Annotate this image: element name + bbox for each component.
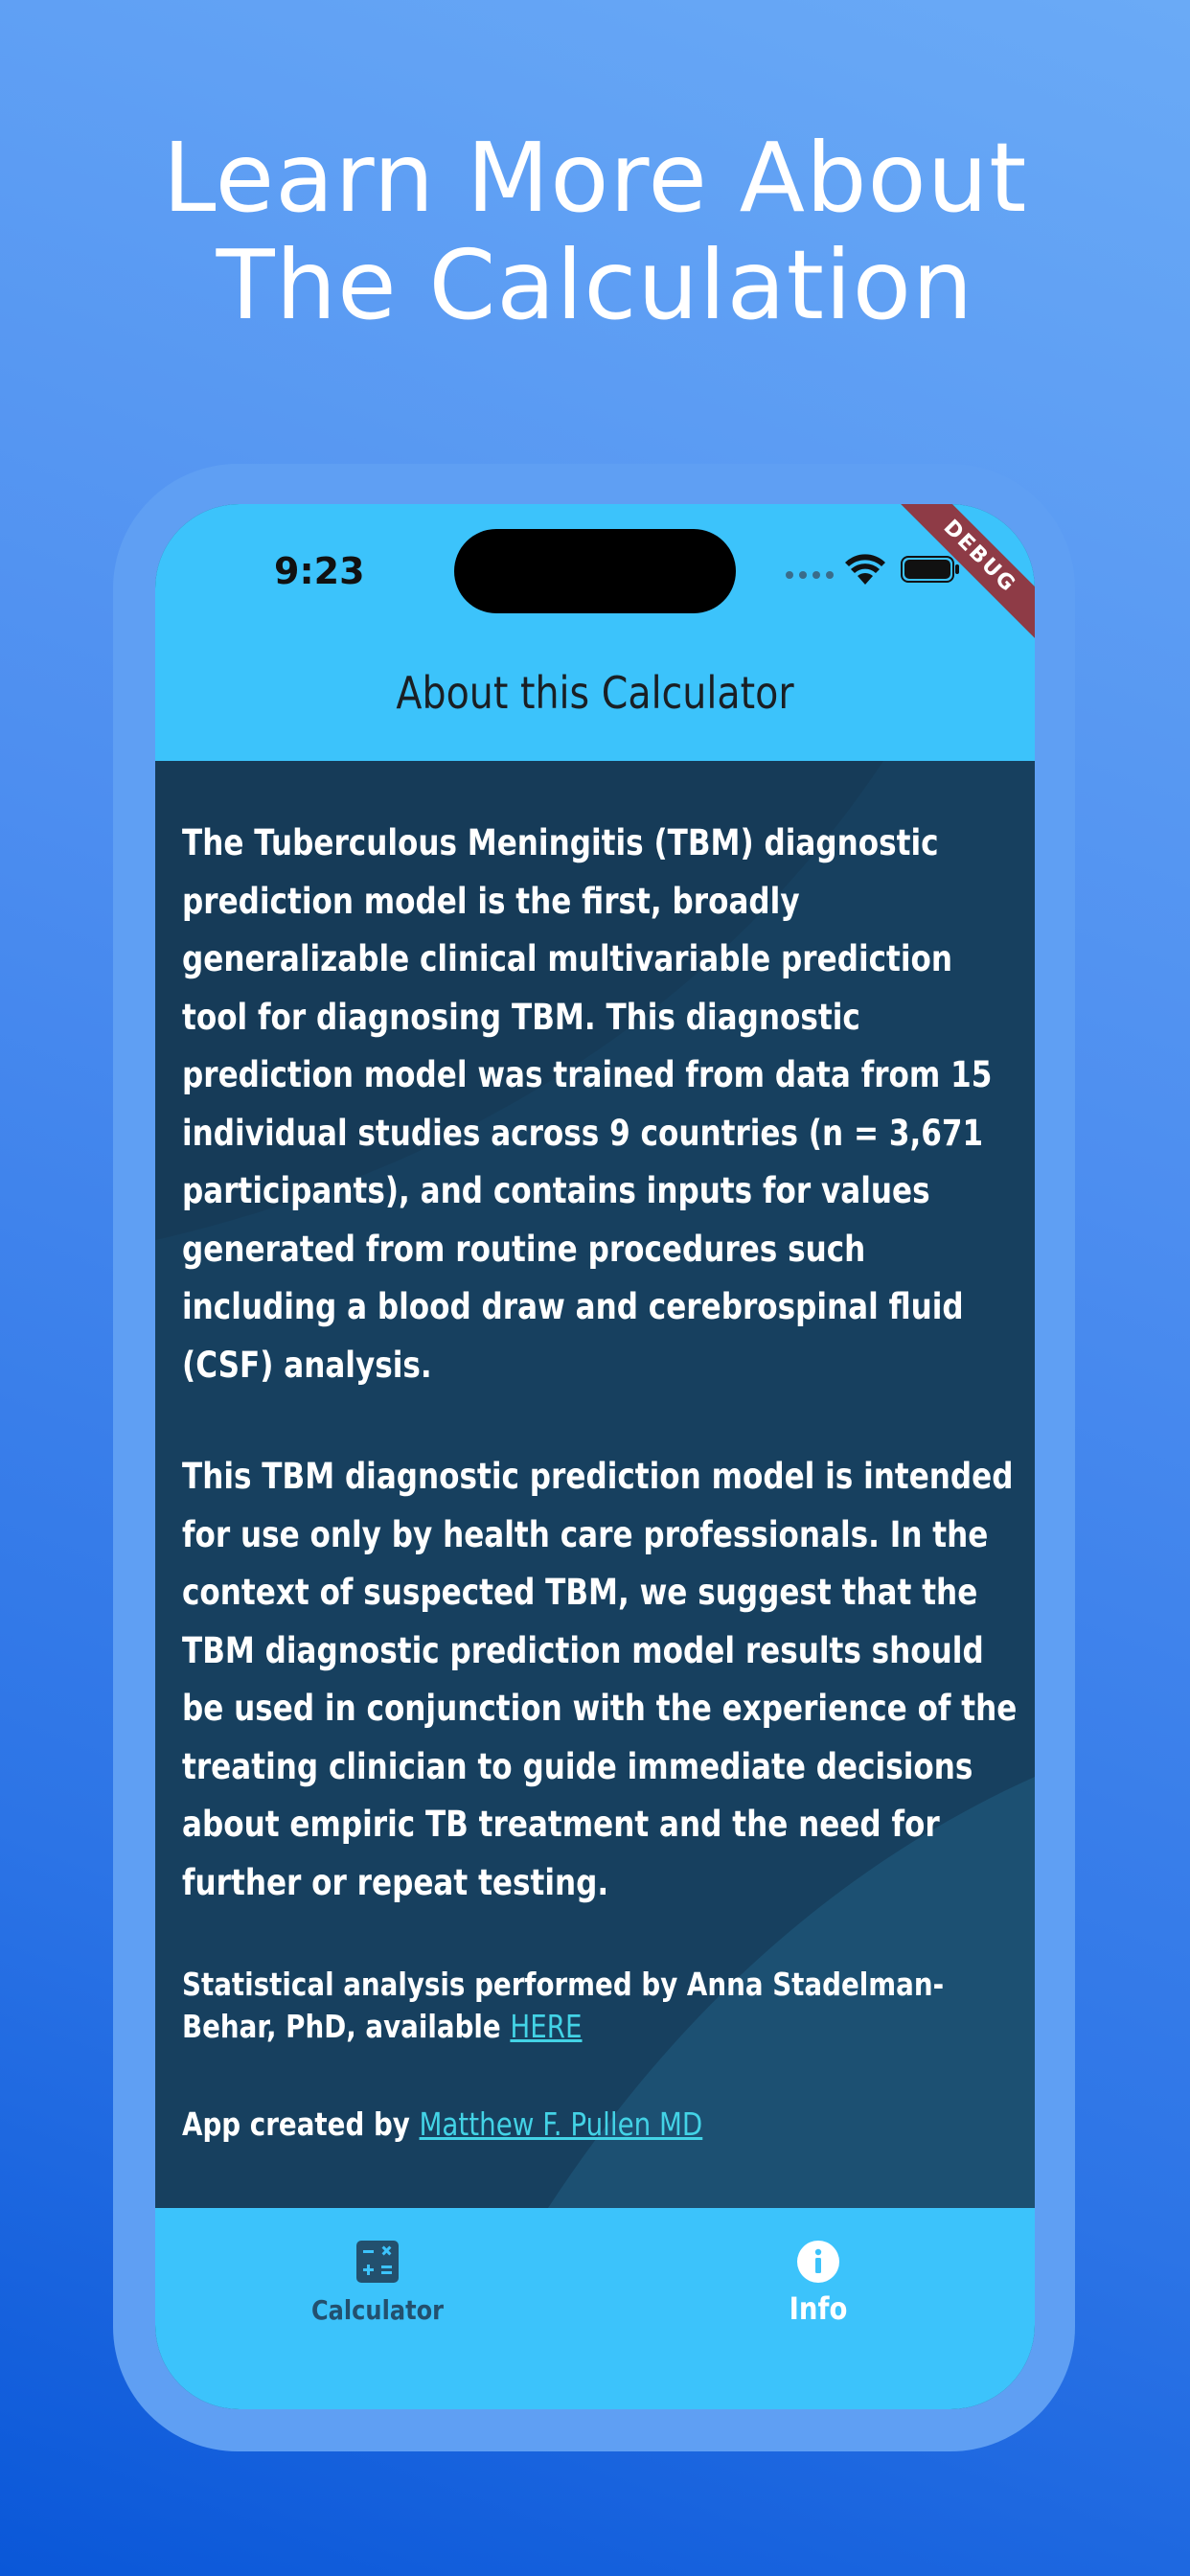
battery-icon (901, 556, 959, 583)
nav-item-calculator[interactable]: Calculator (263, 2241, 492, 2326)
description-paragraph: The Tuberculous Meningitis (TBM) diagnos… (182, 822, 993, 1386)
info-icon (797, 2241, 839, 2283)
stats-text: Statistical analysis performed by Anna S… (182, 1966, 945, 2045)
phone-screen: 9:23 DEBUG About this Calculator The Tub… (155, 504, 1035, 2409)
headline-line-2: The Calculation (216, 229, 974, 341)
credit-text: App created by (182, 2105, 420, 2143)
calculator-icon (356, 2241, 399, 2283)
dynamic-island (454, 529, 736, 613)
status-time: 9:23 (274, 550, 365, 592)
wifi-icon (845, 554, 885, 585)
headline-line-1: Learn More About (162, 122, 1028, 234)
nav-label-info: Info (789, 2290, 848, 2327)
about-text-block: The Tuberculous Meningitis (TBM) diagnos… (182, 815, 1025, 2146)
author-link[interactable]: Matthew F. Pullen MD (419, 2105, 703, 2143)
usage-paragraph: This TBM diagnostic prediction model is … (182, 1456, 1018, 1903)
stats-here-link[interactable]: HERE (510, 2008, 583, 2045)
app-top-bar: 9:23 DEBUG About this Calculator (155, 504, 1035, 761)
cellular-signal-icon (786, 571, 834, 579)
bottom-navigation-bar: Calculator Info (155, 2208, 1035, 2409)
about-content[interactable]: The Tuberculous Meningitis (TBM) diagnos… (155, 761, 1035, 2208)
nav-item-info[interactable]: Info (703, 2241, 933, 2327)
marketing-headline: Learn More About The Calculation (0, 125, 1190, 339)
background-wave-shape (155, 761, 1035, 2208)
page-title: About this Calculator (396, 667, 794, 719)
statistical-analysis-credit: Statistical analysis performed by Anna S… (182, 1964, 1025, 2048)
nav-label-calculator: Calculator (310, 2294, 445, 2326)
app-creator-credit: App created by Matthew F. Pullen MD (182, 2104, 1025, 2146)
